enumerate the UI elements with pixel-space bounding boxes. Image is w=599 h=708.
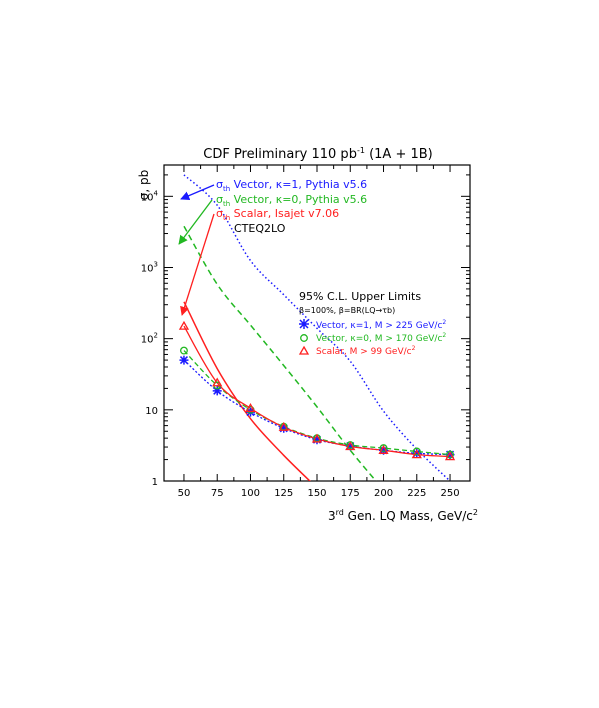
y-axis-label: σ, pb xyxy=(137,170,151,200)
limit-point-vector-k1 xyxy=(379,445,389,455)
arrow-vector-k1 xyxy=(180,184,215,200)
limit-point-vector-k1 xyxy=(279,423,289,433)
legend-limit-scalar: Scalar, M > 99 GeV/c2 xyxy=(316,345,416,357)
y-tick-label: 10 xyxy=(145,406,158,417)
legend-theory-scalar: σth Scalar, Isajet v7.06 xyxy=(216,207,339,222)
limit-point-vector-k0 xyxy=(379,444,388,453)
limit-point-vector-k0 xyxy=(412,447,421,456)
x-tick-label: 150 xyxy=(307,488,326,499)
limit-point-vector-k0 xyxy=(180,346,188,355)
limit-point-scalar xyxy=(278,421,289,431)
limit-point-scalar xyxy=(178,320,190,330)
x-axis-label: 3rd Gen. LQ Mass, GeV/c2 xyxy=(328,508,478,523)
x-tick-label: 100 xyxy=(241,488,260,499)
limit-point-scalar xyxy=(245,403,256,412)
limit-point-scalar xyxy=(378,444,389,454)
limit-point-vector-k1 xyxy=(345,441,355,451)
limit-point-scalar xyxy=(311,433,323,443)
limit-point-vector-k1 xyxy=(245,407,255,417)
limit-point-scalar xyxy=(212,377,223,387)
x-tick-label: 250 xyxy=(440,488,459,499)
arrow-vector-k0 xyxy=(178,199,213,245)
x-tick-label: 125 xyxy=(274,488,293,499)
theory-legend: σth Vector, κ=1, Pythia v5.6 σth Vector,… xyxy=(178,178,367,316)
theory-curve-vector-k0 xyxy=(183,225,377,481)
chart-title: CDF Preliminary 110 pb-1 (1A + 1B) xyxy=(203,146,432,162)
pdf-label: CTEQ2LO xyxy=(234,222,286,235)
arrow-scalar xyxy=(180,213,215,316)
limits-legend: 95% C.L. Upper Limits β=100%, β=BR(LQ→τb… xyxy=(298,290,446,357)
limit-point-vector-k1 xyxy=(445,450,455,460)
theory-curve-vector-k1 xyxy=(183,174,451,481)
limit-point-scalar xyxy=(444,451,456,461)
y-tick-label: 102 xyxy=(141,332,158,346)
legend-limit-vector-k0: Vector, κ=0, M > 170 GeV/c2 xyxy=(316,332,446,344)
x-tick-label: 200 xyxy=(374,488,393,499)
x-tick-label: 175 xyxy=(341,488,360,499)
y-tick-label: 1 xyxy=(152,477,158,488)
x-tick-label: 75 xyxy=(211,488,224,499)
theory-curves xyxy=(183,174,451,481)
legend-marker-circle xyxy=(300,334,308,342)
limits-title: 95% C.L. Upper Limits xyxy=(299,290,421,303)
y-tick-label: 104 xyxy=(141,189,159,203)
limit-point-vector-k1 xyxy=(312,435,322,445)
legend-marker-star xyxy=(299,319,309,329)
x-tick-label: 50 xyxy=(178,488,191,499)
limit-series xyxy=(178,320,456,461)
limit-point-vector-k1 xyxy=(412,448,422,458)
legend-limit-vector-k1: Vector, κ=1, M > 225 GeV/c2 xyxy=(316,319,446,331)
legend-theory-vector-k1: σth Vector, κ=1, Pythia v5.6 xyxy=(216,178,367,193)
limit-point-vector-k0 xyxy=(446,450,454,459)
y-tick-label: 103 xyxy=(141,260,158,274)
x-tick-label: 225 xyxy=(407,488,426,499)
theory-curve-scalar xyxy=(183,301,311,481)
beta-label: β=100%, β=BR(LQ→τb) xyxy=(299,306,395,315)
legend-marker-triangle xyxy=(298,345,310,355)
limit-point-vector-k1 xyxy=(212,386,222,396)
limit-point-vector-k1 xyxy=(179,355,189,365)
legend-theory-vector-k0: σth Vector, κ=0, Pythia v5.6 xyxy=(216,193,367,208)
limit-point-scalar xyxy=(411,449,422,459)
axis-ticks: 50 75 100 125 150 175 200 225 250 1 10 102 103 104 xyxy=(141,165,470,499)
limit-point-scalar xyxy=(345,441,356,451)
